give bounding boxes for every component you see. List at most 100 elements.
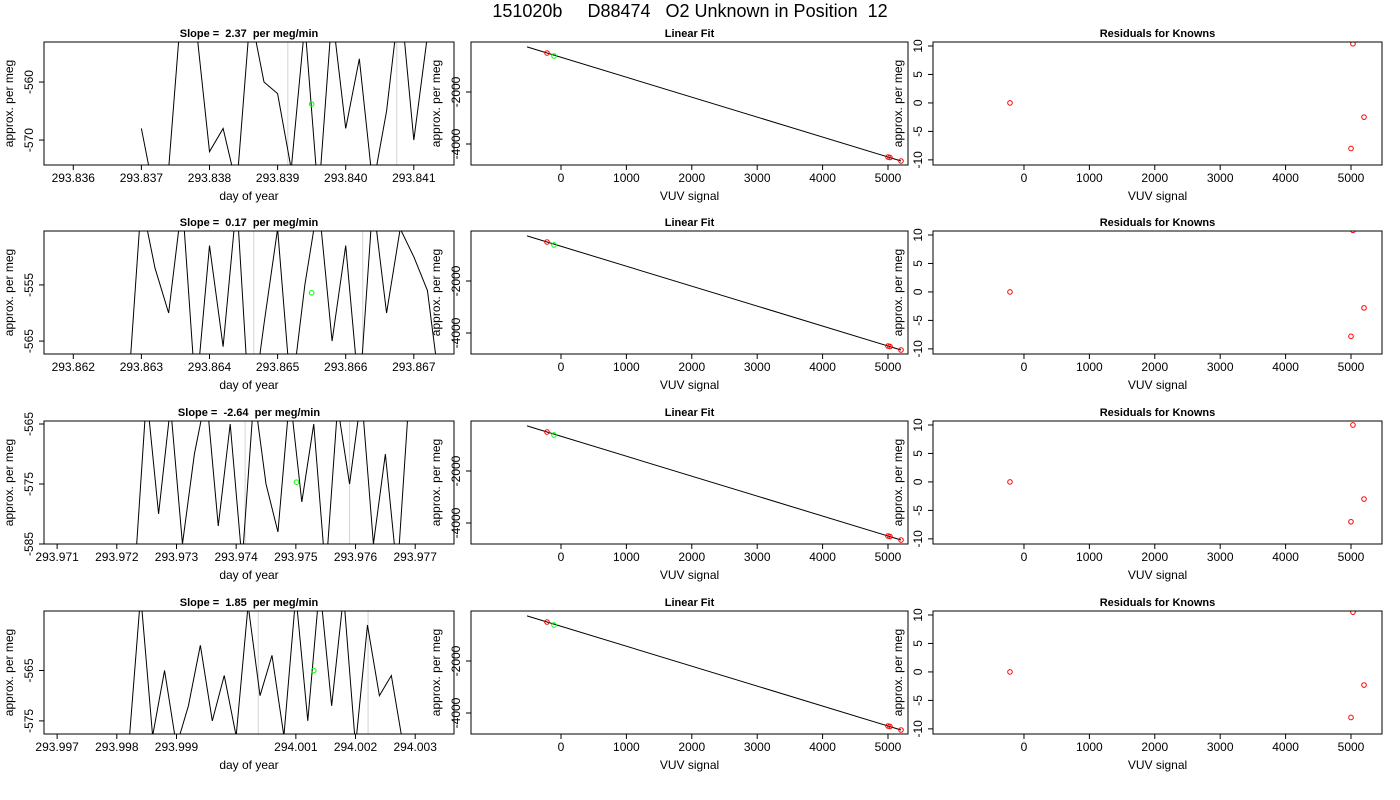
panel: Residuals for Knowns VUV signal approx. pe…	[891, 28, 1383, 203]
x-axis-label: VUV signal	[660, 189, 719, 203]
y-tick-label: -4000	[449, 128, 463, 159]
point	[1007, 289, 1013, 295]
x-tick-label: 3000	[744, 360, 771, 374]
x-tick-label: 0	[558, 360, 565, 374]
x-tick-label: 1000	[613, 740, 640, 754]
x-tick-label: 2000	[1141, 360, 1168, 374]
x-axis-label: VUV signal	[1128, 568, 1187, 582]
x-tick-label: 293.998	[95, 740, 139, 754]
point	[1350, 42, 1356, 47]
x-tick-label: 5000	[1338, 550, 1365, 564]
point	[310, 667, 317, 674]
x-tick-label: 293.997	[35, 740, 79, 754]
panel: Linear Fit VUV signal approx. per meg 0 1000…	[429, 28, 909, 203]
panel: Slope = 2.37 per meg/min day of year appro…	[2, 28, 455, 203]
plot-frame	[43, 420, 455, 545]
plot-area	[140, 42, 428, 165]
panel-title: Linear Fit	[665, 407, 715, 419]
x-tick-label: 5000	[875, 171, 902, 185]
y-axis-label: approx. per meg	[891, 439, 905, 526]
y-axis-label: approx. per meg	[2, 439, 16, 526]
x-tick-label: 1000	[1076, 171, 1103, 185]
y-tick-label: 0	[911, 478, 925, 485]
x-tick-label: 293.862	[52, 360, 96, 374]
x-tick-label: 1000	[613, 360, 640, 374]
panel-title: Residuals for Knowns	[1100, 217, 1216, 229]
panel-title: Residuals for Knowns	[1100, 597, 1216, 609]
x-axis-label: VUV signal	[660, 568, 719, 582]
plot-area	[526, 235, 904, 353]
x-axis-label: VUV signal	[660, 758, 719, 772]
point	[551, 53, 557, 59]
panel-title: Slope = 1.85 per meg/min	[180, 597, 319, 609]
point	[898, 347, 904, 353]
x-tick-label: 3000	[1207, 740, 1234, 754]
point	[308, 289, 315, 296]
series-line	[140, 42, 428, 165]
x-tick-label: 1000	[1076, 740, 1103, 754]
plot-area	[129, 611, 402, 734]
x-tick-label: 0	[558, 740, 565, 754]
x-tick-label: 5000	[1338, 360, 1365, 374]
y-tick-label: -5	[911, 695, 925, 706]
x-tick-label: 1000	[613, 171, 640, 185]
x-tick-label: 4000	[809, 550, 836, 564]
plot-area	[1007, 422, 1367, 525]
y-axis-label: approx. per meg	[2, 249, 16, 336]
plot-frame	[932, 420, 1383, 545]
point	[308, 101, 315, 107]
point	[1361, 305, 1367, 311]
x-tick-label: 293.974	[214, 550, 258, 564]
series-line	[129, 611, 402, 734]
plot-area	[526, 615, 904, 733]
x-tick-label: 0	[558, 171, 565, 185]
x-axis-label: day of year	[219, 758, 278, 772]
point	[1348, 518, 1354, 525]
x-tick-label: 5000	[875, 550, 902, 564]
panel-title: Residuals for Knowns	[1100, 407, 1216, 419]
y-tick-label: -565	[22, 329, 36, 353]
point	[887, 154, 893, 161]
plot-frame	[470, 230, 909, 355]
point	[1350, 422, 1356, 428]
y-tick-label: -585	[22, 532, 36, 556]
x-tick-label: 293.972	[95, 550, 139, 564]
x-axis-label: VUV signal	[1128, 758, 1187, 772]
x-tick-label: 3000	[1207, 171, 1234, 185]
x-axis-label: day of year	[219, 189, 278, 203]
y-tick-label: -4000	[449, 317, 463, 348]
x-tick-label: 294.001	[274, 740, 318, 754]
plot-frame	[932, 41, 1383, 166]
y-tick-label: 0	[911, 288, 925, 295]
x-tick-label: 4000	[809, 740, 836, 754]
x-tick-label: 5000	[875, 360, 902, 374]
x-tick-label: 5000	[875, 740, 902, 754]
x-tick-label: 4000	[1272, 740, 1299, 754]
plot-area	[526, 425, 904, 543]
x-axis-label: VUV signal	[1128, 189, 1187, 203]
y-axis-label: approx. per meg	[429, 439, 443, 526]
series-line	[526, 615, 902, 731]
x-tick-label: 0	[558, 550, 565, 564]
point	[1007, 479, 1013, 485]
x-tick-label: 3000	[744, 550, 771, 564]
point	[544, 50, 550, 56]
plot-area	[526, 46, 904, 164]
point	[551, 242, 557, 248]
x-tick-label: 293.841	[392, 171, 436, 185]
point	[293, 479, 300, 486]
point	[1348, 145, 1354, 152]
x-tick-label: 293.977	[394, 550, 438, 564]
point	[551, 432, 557, 438]
point	[1007, 100, 1013, 106]
panel-title: Residuals for Knowns	[1100, 28, 1216, 40]
y-tick-label: -10	[911, 720, 925, 738]
plot-area	[1007, 231, 1367, 340]
y-tick-label: 10	[911, 39, 925, 53]
plot-frame	[43, 610, 455, 735]
y-tick-label: 5	[911, 71, 925, 78]
x-axis-label: VUV signal	[660, 378, 719, 392]
x-tick-label: 293.971	[35, 550, 79, 564]
